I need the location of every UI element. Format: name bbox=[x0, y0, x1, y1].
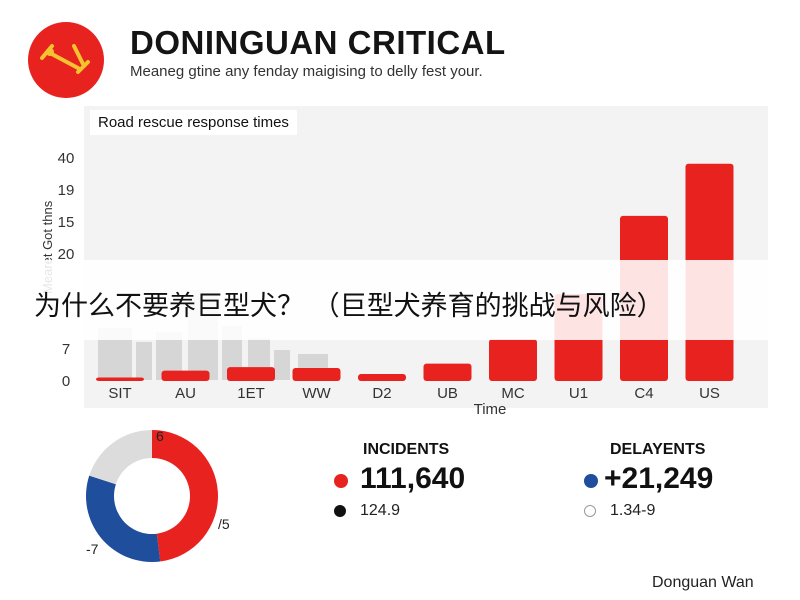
donut-segment-1 bbox=[86, 475, 161, 562]
overlay-caption: 为什么不要养巨型犬？ （巨型犬养育的挑战与风险） bbox=[34, 291, 664, 322]
rescue-logo-icon bbox=[28, 22, 104, 98]
y-tick-label: 7 bbox=[62, 341, 70, 358]
delayents-sub-marker-icon bbox=[584, 505, 596, 517]
bar-mc bbox=[489, 339, 537, 381]
overlay-band bbox=[0, 260, 800, 340]
x-tick-label: MC bbox=[501, 385, 524, 402]
bar-1et bbox=[227, 367, 275, 381]
footer-credit: Donguan Wan bbox=[652, 574, 754, 591]
delayents-marker-icon bbox=[584, 474, 598, 488]
donut-segment-0 bbox=[152, 430, 218, 562]
x-tick-label: WW bbox=[302, 385, 331, 402]
x-tick-label: 1ET bbox=[237, 385, 265, 402]
page-title: DONINGUAN CRITICAL bbox=[130, 24, 506, 61]
x-tick-label: US bbox=[699, 385, 720, 402]
page-subtitle: Meaneg gtine any fenday maigising to del… bbox=[130, 63, 483, 80]
x-tick-label: SIT bbox=[108, 385, 131, 402]
delayents-value: +21,249 bbox=[604, 462, 714, 495]
delayents-subvalue: 1.34-9 bbox=[610, 502, 656, 519]
y-tick-label: 19 bbox=[58, 182, 75, 199]
y-tick-label: 40 bbox=[58, 150, 75, 167]
x-tick-label: C4 bbox=[634, 385, 653, 402]
incidents-sub-marker-icon bbox=[334, 505, 346, 517]
bar-d2 bbox=[358, 374, 406, 381]
x-axis-label: Time bbox=[474, 401, 507, 418]
bar-sit bbox=[96, 377, 144, 381]
x-tick-label: D2 bbox=[372, 385, 391, 402]
donut-label-bottom-left: -7 bbox=[86, 541, 99, 557]
y-tick-label: 0 bbox=[62, 373, 70, 390]
incidents-heading: INCIDENTS bbox=[363, 441, 450, 458]
x-tick-label: UB bbox=[437, 385, 458, 402]
y-tick-label: 20 bbox=[58, 246, 75, 263]
incidents-subvalue: 124.9 bbox=[360, 502, 401, 519]
bar-ww bbox=[292, 367, 341, 381]
delayents-heading: DELAYENTS bbox=[610, 441, 706, 458]
donut-segment-2 bbox=[89, 430, 152, 485]
y-tick-label: 15 bbox=[58, 214, 75, 231]
bar-ub bbox=[423, 363, 472, 381]
x-tick-label: U1 bbox=[569, 385, 588, 402]
incidents-value: 111,640 bbox=[360, 462, 466, 495]
donut-label-top: 6 bbox=[156, 428, 164, 444]
bar-au bbox=[161, 370, 210, 381]
incidents-marker-icon bbox=[334, 474, 348, 488]
x-tick-label: AU bbox=[175, 385, 196, 402]
donut-label-right: /5 bbox=[218, 516, 230, 532]
chart-title: Road rescue response times bbox=[90, 110, 297, 135]
